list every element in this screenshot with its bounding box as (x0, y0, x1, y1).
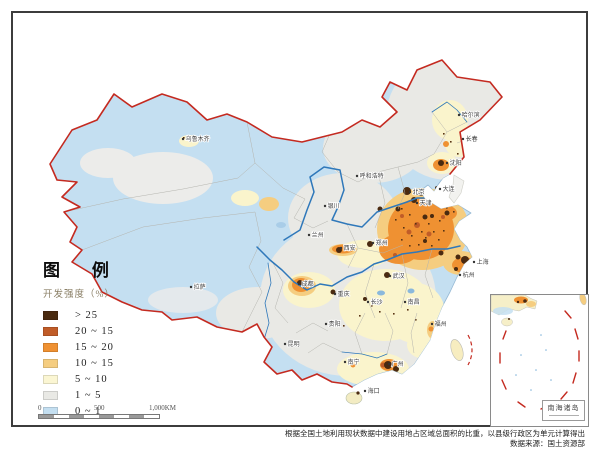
legend-label: 0 ~ 1 (75, 405, 102, 417)
legend-swatch (43, 390, 58, 400)
scale-label-0: 0 (38, 404, 42, 412)
city-labels: 乌鲁木齐哈尔滨长春沈阳大连北京天津呼和浩特银川兰州西安郑州拉萨 成都重庆武汉长沙南… (181, 110, 489, 396)
svg-text:武汉: 武汉 (393, 272, 405, 280)
legend-row: 20 ~ 15 (43, 323, 193, 339)
city-marker: 武汉 (388, 271, 405, 281)
city-marker: 长沙 (366, 297, 383, 307)
svg-text:贵阳: 贵阳 (329, 320, 341, 328)
svg-text:呼和浩特: 呼和浩特 (360, 172, 384, 180)
legend-row: 15 ~ 20 (43, 339, 193, 355)
national-boundary (49, 59, 503, 388)
city-marker: 南昌 (403, 297, 420, 307)
svg-text:银川: 银川 (328, 202, 340, 210)
legend-label: 15 ~ 20 (75, 341, 114, 353)
svg-text:昆明: 昆明 (288, 341, 300, 348)
city-marker: 海口 (363, 386, 380, 396)
svg-text:南宁: 南宁 (348, 358, 360, 366)
city-marker: 兰州 (307, 230, 324, 240)
scale-label-500: 500 (94, 404, 105, 412)
city-marker: 重庆 (333, 289, 350, 299)
source-line-1: 根据全国土地利用现状数据中建设用地占区域总面积的比重，以县级行政区为单元计算得出 (285, 429, 585, 438)
city-marker: 拉萨 (189, 282, 206, 292)
city-marker: 沈阳 (445, 158, 462, 168)
south-china-sea-inset: 南海诸岛 (490, 292, 589, 427)
svg-text:福州: 福州 (435, 320, 447, 328)
city-marker: 郑州 (371, 238, 388, 248)
city-marker: 成都 (297, 279, 314, 289)
city-marker: 大连 (438, 184, 455, 194)
svg-text:杭州: 杭州 (463, 271, 475, 279)
svg-text:郑州: 郑州 (376, 239, 388, 247)
legend-swatch (43, 374, 58, 384)
legend-label: 1 ~ 5 (75, 389, 102, 401)
city-marker: 银川 (323, 201, 340, 211)
inset-label-box: 南海诸岛 (542, 400, 585, 421)
svg-text:沈阳: 沈阳 (450, 159, 462, 167)
nine-dash-line (499, 310, 580, 410)
source-line-2: 数据来源：国土资源部 (510, 439, 585, 448)
city-marker: 广州 (387, 359, 404, 369)
city-marker: 南宁 (343, 357, 360, 367)
city-marker: 哈尔滨 (457, 110, 480, 120)
legend-label: 10 ~ 15 (75, 357, 114, 369)
city-marker: 贵阳 (324, 319, 341, 329)
svg-text:哈尔滨: 哈尔滨 (462, 111, 480, 119)
city-marker: 天津 (415, 199, 432, 208)
legend-rows: > 25 20 ~ 15 15 ~ 20 10 ~ 15 5 ~ 10 1 ~ 5 0 ~ … (43, 307, 193, 419)
svg-text:长沙: 长沙 (371, 298, 383, 306)
city-marker: 昆明 (283, 340, 300, 349)
svg-text:南昌: 南昌 (408, 298, 420, 306)
svg-text:北京: 北京 (413, 188, 425, 196)
legend-label: 5 ~ 10 (75, 373, 108, 385)
svg-text:海口: 海口 (368, 387, 380, 395)
legend-title: 图 例 (43, 261, 122, 281)
source-note: 根据全国土地利用现状数据中建设用地占区域总面积的比重，以县级行政区为单元计算得出… (285, 429, 585, 449)
legend-row: 1 ~ 5 (43, 387, 193, 403)
inset-label: 南海诸岛 (547, 404, 580, 412)
city-marker: 西安 (339, 243, 356, 253)
legend-row: 10 ~ 15 (43, 355, 193, 371)
city-marker: 呼和浩特 (355, 171, 384, 181)
legend-row: > 25 (43, 307, 193, 323)
city-marker: 长春 (461, 134, 478, 144)
city-marker: 上海 (472, 257, 489, 267)
svg-text:乌鲁木齐: 乌鲁木齐 (186, 135, 210, 143)
neighbor-land (448, 174, 465, 204)
svg-text:大连: 大连 (443, 185, 455, 193)
city-marker: 杭州 (458, 270, 475, 280)
legend: 图 例 开发强度（%） > 25 20 ~ 15 15 ~ 20 10 ~ 15 5 ~… (43, 256, 193, 419)
legend-swatch (43, 358, 58, 368)
city-marker: 北京 (408, 187, 425, 197)
scale-bar: 0 500 1,000KM (38, 404, 176, 420)
svg-text:重庆: 重庆 (338, 290, 350, 298)
legend-swatch (43, 310, 58, 320)
svg-text:长春: 长春 (466, 135, 478, 143)
svg-text:拉萨: 拉萨 (194, 283, 206, 291)
svg-text:兰州: 兰州 (312, 231, 324, 239)
legend-label: 20 ~ 15 (75, 325, 114, 337)
svg-text:广州: 广州 (392, 360, 404, 368)
legend-swatch (43, 326, 58, 336)
scale-bar-graphic (38, 414, 160, 419)
scale-label-1000: 1,000KM (148, 404, 176, 412)
legend-subtitle: 开发强度（%） (43, 290, 115, 300)
svg-text:上海: 上海 (477, 258, 489, 266)
legend-swatch (43, 342, 58, 352)
map-frame: 乌鲁木齐 哈尔滨 长春 沈阳 大连 北京 天津 呼和浩特 银川 兰州 西安 郑州 拉萨 成都 重庆 武汉 长沙南… (11, 11, 589, 427)
city-marker: 福州 (430, 319, 447, 329)
svg-text:成都: 成都 (302, 280, 314, 288)
svg-text:天津: 天津 (420, 200, 432, 207)
svg-text:西安: 西安 (344, 244, 356, 252)
inset-map (490, 292, 587, 410)
city-marker: 乌鲁木齐 (181, 134, 210, 144)
inset-scale-line (548, 415, 579, 416)
islands (345, 334, 473, 405)
legend-label: > 25 (75, 309, 99, 321)
legend-row: 5 ~ 10 (43, 371, 193, 387)
island-dots (515, 334, 552, 391)
